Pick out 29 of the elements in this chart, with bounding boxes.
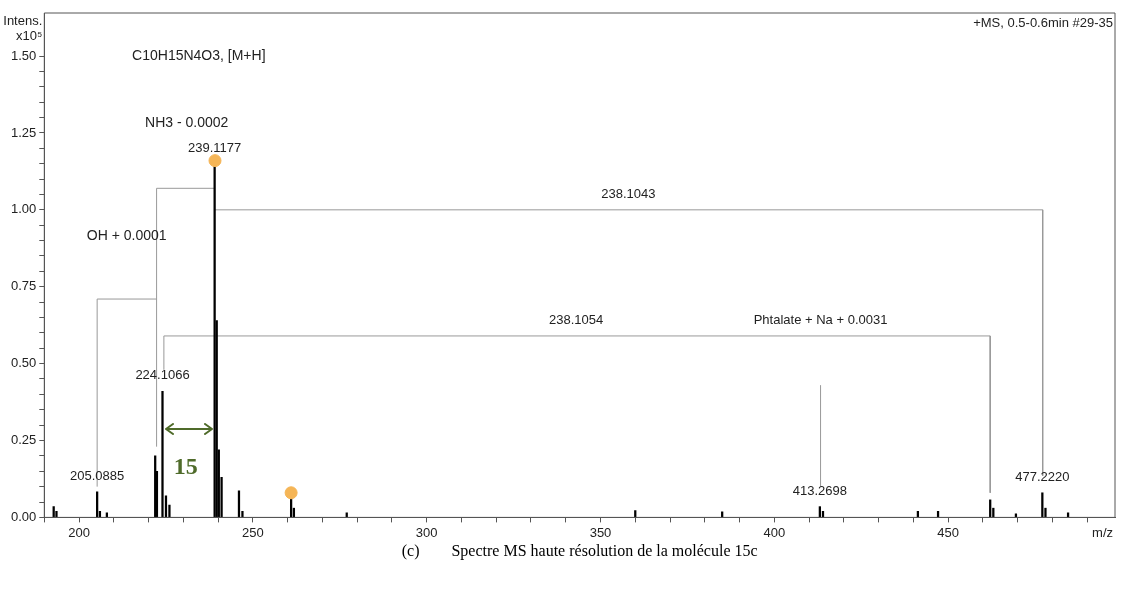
y-tick-label: 1.50 — [10, 47, 37, 63]
x-tick-label: 200 — [68, 524, 90, 540]
annotation: C10H15N4O3, [M+H] — [132, 46, 266, 63]
x-tick-label: 300 — [415, 524, 438, 540]
annotation: 15 — [173, 452, 198, 479]
x-axis-title: m/z — [1092, 525, 1113, 541]
annotation: 224.1066 — [135, 367, 190, 383]
x-tick-label: 250 — [242, 524, 264, 540]
text: (c) Spectre MS haute résolution de la molécule 15c — [401, 541, 758, 560]
annotation: 239.1177 — [188, 139, 242, 155]
chart-subtitle: +MS, 0.5-0.6min #29-35 — [973, 15, 1113, 31]
annotation: 238.1043 — [601, 185, 656, 201]
y-tick-label: 1.00 — [10, 201, 37, 217]
annotation: 477.2220 — [1015, 468, 1070, 484]
y-tick-label: 0.00 — [10, 508, 37, 524]
y-tick-label: 0.50 — [10, 355, 37, 371]
annotation: 205.0885 — [70, 467, 125, 483]
x-tick-label: 450 — [937, 524, 959, 540]
annotation: 238.1054 — [549, 312, 604, 328]
annotation: 413.2698 — [792, 482, 847, 498]
y-tick-label: 0.75 — [10, 278, 37, 294]
y-tick-label: 0.25 — [10, 432, 37, 448]
annotation: NH3 - 0.0002 — [145, 114, 229, 131]
annotation: Phtalate + Na + 0.0031 — [753, 312, 888, 328]
x-tick-label: 350 — [589, 524, 612, 540]
annotation: OH + 0.0001 — [86, 226, 167, 243]
y-axis-title: Intens. x10⁵ — [3, 12, 43, 43]
y-tick-label: 1.25 — [10, 124, 37, 140]
x-tick-label: 400 — [763, 524, 786, 540]
